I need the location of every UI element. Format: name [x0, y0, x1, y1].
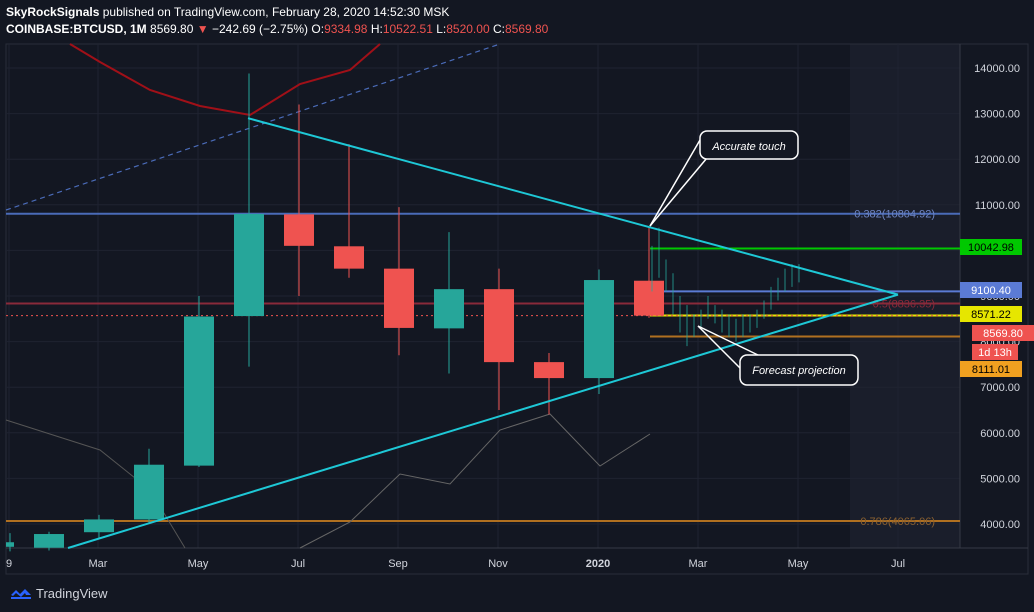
- ma-red-line: [69, 43, 381, 117]
- price-label: 8111.01: [972, 364, 1010, 376]
- open-label: O:: [311, 22, 325, 36]
- price-label-bg: [972, 344, 1018, 360]
- x-tick-label: 9: [6, 558, 12, 570]
- x-tick-label: Jul: [291, 558, 305, 570]
- footer: TradingView: [0, 584, 1034, 612]
- price-labels: 10042.98 9100.40 8571.22 8569.80 1d 13h 8111.…: [960, 239, 1034, 377]
- price-label-bg: [960, 282, 1022, 298]
- callout-pointer-2: [697, 325, 747, 375]
- x-tick-label: 2020: [586, 558, 610, 570]
- x-tick-label: Sep: [388, 558, 408, 570]
- price-label-bg: [960, 306, 1022, 322]
- y-tick-label: 4000.00: [980, 519, 1020, 531]
- price-label-bg: [960, 239, 1022, 255]
- accurate-touch-box[interactable]: [699, 130, 799, 160]
- forecast-projection-label: Forecast projection: [752, 365, 846, 377]
- price-change: −242.69 (−2.75%): [211, 22, 309, 36]
- price-label: 8569.80: [983, 328, 1023, 340]
- level-label: 0.5(8836.35): [873, 298, 935, 310]
- horizontal-levels: 0.382(10804.92) 0.5(8836.35) 0.786(4065.06…: [6, 209, 960, 528]
- x-tick-label: Mar: [89, 558, 108, 570]
- y-tick-label: 12000.00: [974, 154, 1020, 166]
- callout-pointer-1: [649, 139, 701, 227]
- tradingview-logo[interactable]: TradingView: [10, 586, 108, 601]
- publish-line: SkyRockSignals published on TradingView.…: [6, 4, 548, 21]
- candle-body[interactable]: [6, 542, 14, 547]
- candles: [6, 73, 664, 552]
- high-value: 10522.51: [382, 22, 433, 36]
- price-chart[interactable]: 9 Mar May Jul Sep Nov 2020 Mar May Jul 14000.00 13…: [0, 0, 1034, 584]
- publisher-name[interactable]: SkyRockSignals: [6, 5, 100, 19]
- y-tick-label: 5000.00: [980, 473, 1020, 485]
- x-tick-label: Jul: [891, 558, 905, 570]
- x-tick-label: Mar: [689, 558, 708, 570]
- candle-body[interactable]: [134, 464, 164, 520]
- ma-grey-line: [5, 419, 186, 549]
- open-value: 9334.98: [324, 22, 368, 36]
- triangle-upper-line[interactable]: [247, 117, 899, 296]
- x-tick-label: May: [188, 558, 209, 570]
- forecast-projection-box[interactable]: [739, 354, 859, 386]
- callout-pointer-2b: [697, 325, 761, 357]
- triangle-pattern[interactable]: [67, 117, 899, 549]
- candle-body[interactable]: [584, 280, 614, 379]
- ma-grey-line-2: [299, 413, 651, 549]
- ma-dashed-line: [5, 43, 501, 211]
- price-label: 8571.22: [971, 309, 1011, 321]
- chart-frame: [5, 43, 1029, 575]
- level-label: 0.382(10804.92): [854, 209, 935, 221]
- candle-body[interactable]: [384, 268, 414, 328]
- x-tick-label: Nov: [488, 558, 508, 570]
- callouts: Accurate touch Forecast projection: [649, 130, 859, 386]
- close-value: 8569.80: [504, 22, 549, 36]
- candle-body[interactable]: [284, 214, 314, 246]
- candle-body[interactable]: [484, 289, 514, 363]
- price-label-bg: [972, 325, 1034, 341]
- weekly-candles: [651, 227, 800, 347]
- close-label: C:: [492, 22, 505, 36]
- y-tick-label: 14000.00: [974, 63, 1020, 75]
- low-value: 8520.00: [446, 22, 490, 36]
- ohlc-line: COINBASE:BTCUSD, 1M 8569.80 ▼ −242.69 (−…: [6, 21, 548, 38]
- candle-body[interactable]: [634, 280, 664, 316]
- price-label: 10042.98: [968, 242, 1014, 254]
- symbol-label[interactable]: COINBASE:BTCUSD, 1M: [6, 22, 147, 36]
- price-label: 1d 13h: [978, 347, 1012, 359]
- chart-header: SkyRockSignals published on TradingView.…: [6, 4, 548, 38]
- candle-body[interactable]: [334, 246, 364, 269]
- candle-body[interactable]: [84, 519, 114, 533]
- tradingview-logo-icon: [11, 588, 31, 599]
- last-price: 8569.80: [150, 22, 194, 36]
- low-label: L:: [436, 22, 447, 36]
- high-label: H:: [370, 22, 383, 36]
- candle-body[interactable]: [434, 289, 464, 329]
- price-label: 9100.40: [971, 285, 1011, 297]
- y-tick-label: 13000.00: [974, 109, 1020, 121]
- triangle-lower-line[interactable]: [67, 293, 899, 549]
- level-label: 0.786(4065.06): [860, 516, 935, 528]
- tradingview-brand: TradingView: [36, 586, 108, 601]
- callout-pointer-1b: [649, 151, 713, 227]
- candle-body[interactable]: [234, 213, 264, 317]
- y-tick-label: 7000.00: [980, 382, 1020, 394]
- candle-body[interactable]: [534, 362, 564, 379]
- x-axis: 9 Mar May Jul Sep Nov 2020 Mar May Jul: [6, 547, 1028, 570]
- candle-body[interactable]: [184, 316, 214, 466]
- accurate-touch-label: Accurate touch: [711, 141, 785, 153]
- candle-body[interactable]: [34, 534, 64, 548]
- price-label-bg: [960, 361, 1022, 377]
- y-tick-label: 11000.00: [975, 200, 1020, 212]
- x-tick-label: May: [788, 558, 809, 570]
- y-tick-label: 6000.00: [980, 428, 1020, 440]
- publish-info: published on TradingView.com, February 2…: [102, 5, 450, 19]
- change-arrow-icon: ▼: [196, 22, 209, 36]
- moving-averages: [5, 43, 651, 549]
